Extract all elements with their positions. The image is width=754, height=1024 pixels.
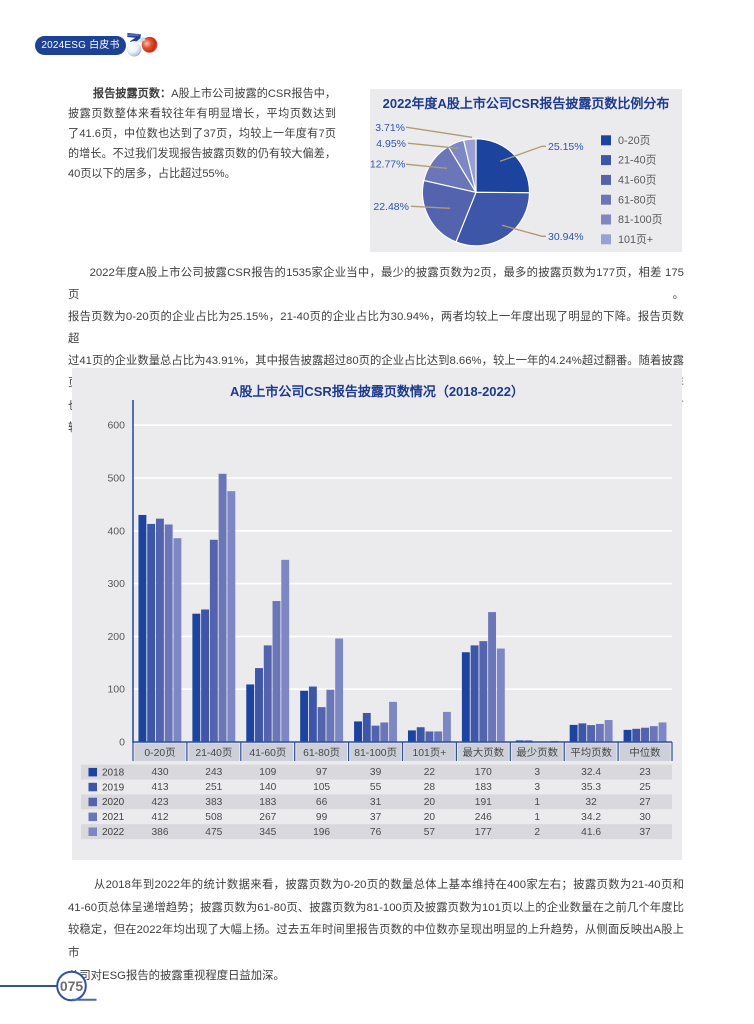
- svg-text:81-100页: 81-100页: [618, 214, 663, 226]
- svg-text:100: 100: [107, 684, 125, 696]
- svg-text:183: 183: [475, 782, 492, 793]
- svg-text:37: 37: [639, 827, 651, 838]
- svg-text:99: 99: [316, 812, 328, 823]
- svg-text:22: 22: [424, 767, 436, 778]
- svg-text:170: 170: [475, 767, 492, 778]
- svg-text:2019: 2019: [102, 782, 125, 793]
- svg-text:39: 39: [370, 767, 382, 778]
- svg-text:20: 20: [424, 812, 436, 823]
- svg-text:140: 140: [259, 782, 276, 793]
- svg-text:0-20页: 0-20页: [144, 747, 175, 759]
- svg-text:34.2: 34.2: [581, 812, 601, 823]
- svg-text:30.94%: 30.94%: [548, 231, 584, 243]
- svg-text:200: 200: [107, 631, 125, 643]
- svg-text:66: 66: [316, 797, 328, 808]
- svg-text:191: 191: [475, 797, 492, 808]
- svg-text:075: 075: [60, 978, 84, 994]
- svg-text:25: 25: [639, 782, 651, 793]
- svg-text:41-60页: 41-60页: [618, 174, 657, 186]
- svg-text:2020: 2020: [102, 797, 125, 808]
- svg-text:267: 267: [259, 812, 276, 823]
- svg-text:76: 76: [370, 827, 382, 838]
- svg-text:430: 430: [152, 767, 169, 778]
- svg-text:81-100页: 81-100页: [354, 747, 397, 759]
- svg-text:37: 37: [370, 812, 382, 823]
- svg-text:28: 28: [424, 782, 436, 793]
- svg-text:400: 400: [107, 525, 125, 537]
- svg-text:23: 23: [639, 767, 651, 778]
- svg-text:500: 500: [107, 473, 125, 485]
- svg-text:109: 109: [259, 767, 276, 778]
- svg-text:平均页数: 平均页数: [570, 746, 612, 759]
- svg-text:246: 246: [475, 812, 492, 823]
- svg-text:1: 1: [534, 797, 540, 808]
- svg-text:105: 105: [313, 782, 330, 793]
- svg-text:61-80页: 61-80页: [303, 747, 340, 759]
- svg-text:3: 3: [534, 782, 540, 793]
- svg-text:4.95%: 4.95%: [376, 138, 406, 150]
- svg-text:32: 32: [585, 797, 597, 808]
- svg-text:3: 3: [534, 767, 540, 778]
- svg-text:35.3: 35.3: [581, 782, 601, 793]
- svg-text:41-60页: 41-60页: [249, 747, 286, 759]
- svg-text:57: 57: [424, 827, 436, 838]
- svg-text:21-40页: 21-40页: [195, 747, 232, 759]
- svg-text:2021: 2021: [102, 812, 125, 823]
- svg-text:97: 97: [316, 767, 328, 778]
- svg-text:196: 196: [313, 827, 330, 838]
- svg-text:最大页数: 最大页数: [463, 746, 505, 759]
- svg-text:中位数: 中位数: [629, 746, 661, 759]
- svg-text:12.77%: 12.77%: [370, 158, 406, 170]
- svg-text:30: 30: [639, 812, 651, 823]
- svg-text:300: 300: [107, 578, 125, 590]
- svg-text:41.6: 41.6: [581, 827, 601, 838]
- svg-text:27: 27: [639, 797, 651, 808]
- svg-text:101页+: 101页+: [413, 747, 447, 759]
- svg-text:0-20页: 0-20页: [618, 135, 651, 147]
- svg-text:最少页数: 最少页数: [516, 746, 558, 759]
- svg-text:20: 20: [424, 797, 436, 808]
- svg-text:32.4: 32.4: [581, 767, 601, 778]
- svg-text:251: 251: [205, 782, 222, 793]
- svg-text:177: 177: [475, 827, 492, 838]
- svg-text:243: 243: [205, 767, 222, 778]
- svg-text:2022: 2022: [102, 827, 125, 838]
- svg-text:101页+: 101页+: [618, 234, 653, 246]
- svg-text:423: 423: [152, 797, 169, 808]
- svg-text:25.15%: 25.15%: [548, 140, 584, 152]
- svg-text:345: 345: [259, 827, 276, 838]
- svg-text:61-80页: 61-80页: [618, 194, 657, 206]
- svg-text:183: 183: [259, 797, 276, 808]
- svg-text:0: 0: [119, 737, 125, 749]
- svg-text:22.48%: 22.48%: [373, 201, 409, 213]
- svg-text:55: 55: [370, 782, 382, 793]
- svg-text:383: 383: [205, 797, 222, 808]
- svg-text:508: 508: [205, 812, 222, 823]
- svg-text:3.71%: 3.71%: [375, 122, 405, 134]
- svg-text:21-40页: 21-40页: [618, 154, 657, 166]
- svg-text:413: 413: [152, 782, 169, 793]
- svg-text:386: 386: [152, 827, 169, 838]
- svg-text:600: 600: [107, 420, 125, 432]
- svg-text:2: 2: [534, 827, 540, 838]
- svg-text:2018: 2018: [102, 767, 125, 778]
- svg-text:31: 31: [370, 797, 382, 808]
- svg-text:1: 1: [534, 812, 540, 823]
- svg-text:475: 475: [205, 827, 222, 838]
- svg-text:412: 412: [152, 812, 169, 823]
